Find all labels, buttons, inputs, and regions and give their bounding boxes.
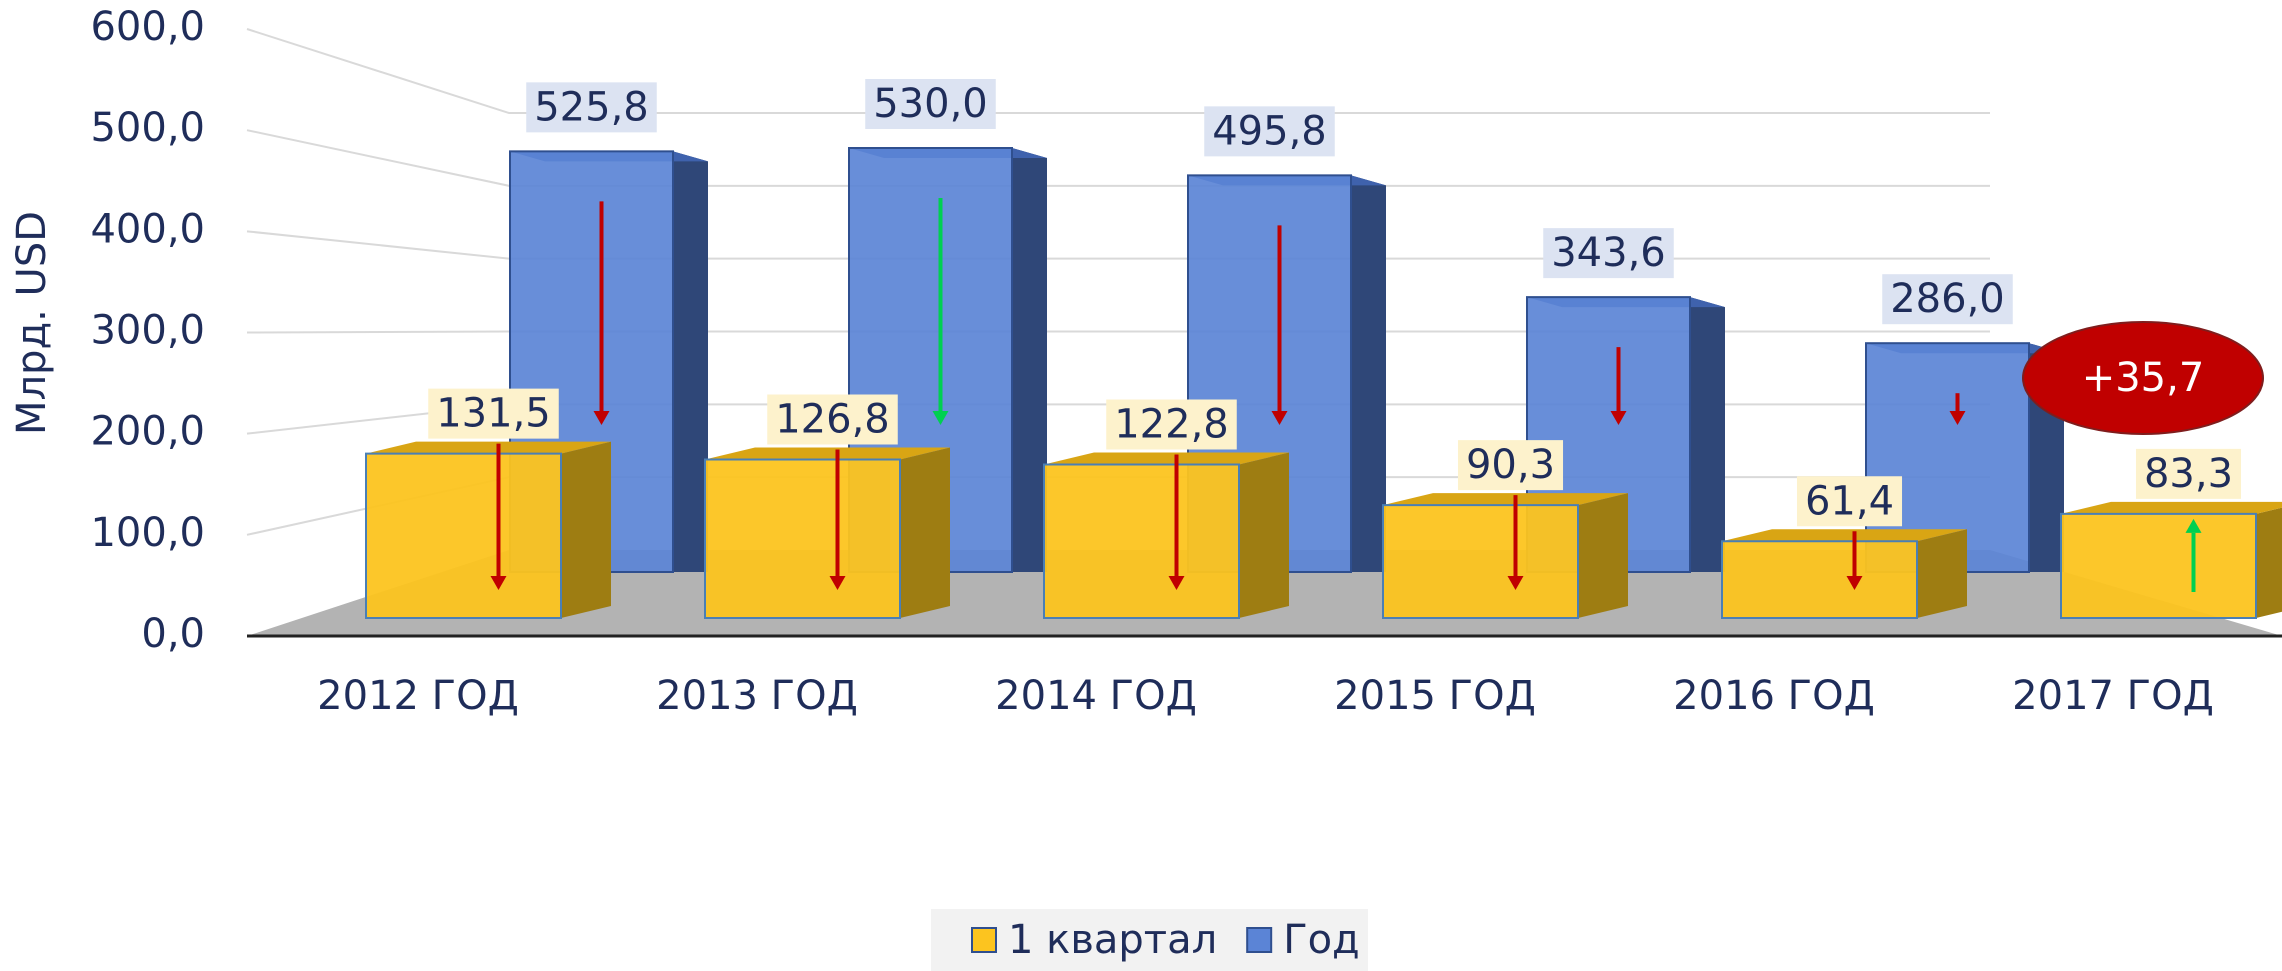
bar-top bbox=[1722, 529, 1967, 542]
y-tick-label: 300,0 bbox=[90, 308, 205, 354]
y-tick-label: 0,0 bbox=[141, 611, 205, 657]
value-label-bg bbox=[1882, 274, 2013, 325]
bar bbox=[2060, 512, 2257, 619]
y-tick-label: 400,0 bbox=[90, 206, 205, 252]
front-bars bbox=[365, 441, 2282, 619]
y-tick-label: 100,0 bbox=[90, 510, 205, 556]
y-axis-label: Млрд. USD bbox=[9, 211, 55, 435]
value-label: 343,6 bbox=[1551, 230, 1666, 276]
bar bbox=[1382, 504, 1579, 619]
bar-side bbox=[673, 151, 708, 573]
bar-side bbox=[561, 441, 611, 618]
trend-arrow-head bbox=[1846, 576, 1863, 590]
value-label-bg bbox=[526, 82, 657, 133]
legend-swatch bbox=[1246, 927, 1273, 953]
legend bbox=[931, 909, 1368, 971]
value-label-bg bbox=[1543, 228, 1674, 279]
value-label: 90,3 bbox=[1466, 442, 1555, 488]
bar-top bbox=[2061, 501, 2282, 514]
value-label: 122,8 bbox=[1114, 402, 1229, 448]
x-tick-label: 2013 ГОД bbox=[656, 673, 858, 719]
value-label-bg bbox=[1106, 399, 1237, 450]
y-tick-label: 600,0 bbox=[90, 4, 205, 50]
trend-arrow-head bbox=[490, 576, 507, 590]
grid-line bbox=[246, 330, 1990, 334]
x-tick-label: 2016 ГОД bbox=[1673, 673, 1875, 719]
bar-top bbox=[1044, 452, 1289, 465]
grid-line bbox=[246, 230, 1990, 260]
bar-side bbox=[2256, 507, 2282, 618]
x-tick-label: 2014 ГОД bbox=[995, 673, 1197, 719]
legend-label: 1 квартал bbox=[1008, 917, 1217, 963]
bar-side bbox=[1351, 175, 1386, 573]
bar bbox=[1043, 463, 1240, 619]
trend-arrow-head bbox=[2185, 518, 2202, 533]
value-label: 131,5 bbox=[436, 391, 551, 437]
x-tick-label: 2015 ГОД bbox=[1334, 673, 1536, 719]
value-label: 495,8 bbox=[1212, 108, 1327, 154]
bar-side bbox=[1012, 148, 1047, 572]
value-label-bg bbox=[2135, 448, 2242, 499]
bar-top bbox=[366, 441, 611, 454]
value-label-bg bbox=[428, 388, 559, 439]
bar-top bbox=[1383, 493, 1628, 506]
value-label-bg bbox=[865, 79, 996, 129]
labels: 525,8 131,5 530,0 126,8 495,8 122,8 343,6 90,3 2… bbox=[428, 79, 2242, 592]
legend-swatch bbox=[971, 927, 997, 953]
value-label-bg bbox=[1457, 440, 1564, 491]
trend-arrow-head bbox=[829, 576, 846, 590]
grid-line bbox=[246, 28, 1990, 114]
bar-top bbox=[705, 447, 950, 460]
bar-side bbox=[1239, 452, 1289, 618]
trend-arrow-head bbox=[1949, 411, 1966, 425]
bar-side bbox=[1578, 493, 1628, 618]
value-label: 286,0 bbox=[1890, 276, 2005, 322]
y-tick-label: 200,0 bbox=[90, 409, 205, 455]
value-label: 61,4 bbox=[1805, 478, 1894, 524]
x-tick-label: 2017 ГОД bbox=[2012, 673, 2214, 719]
annotation: +35,7 bbox=[2082, 355, 2205, 401]
trend-arrow-head bbox=[1168, 576, 1185, 590]
bar-side bbox=[900, 447, 950, 618]
bar bbox=[1721, 540, 1918, 619]
bar bbox=[704, 458, 901, 619]
trend-arrow-head bbox=[1610, 411, 1627, 425]
bar-side bbox=[1917, 529, 1967, 618]
value-label-bg bbox=[767, 394, 898, 445]
annotation-bubble bbox=[2022, 321, 2264, 435]
value-label-bg bbox=[1796, 476, 1903, 527]
trend-arrow-head bbox=[593, 411, 610, 425]
x-tick-label: 2012 ГОД bbox=[317, 673, 519, 719]
value-label: 83,3 bbox=[2144, 451, 2233, 497]
value-label: 525,8 bbox=[534, 84, 649, 130]
trend-arrow-head bbox=[1507, 576, 1524, 590]
value-label-bg bbox=[1204, 106, 1335, 157]
y-tick-label: 500,0 bbox=[90, 105, 205, 151]
value-label: 126,8 bbox=[775, 397, 890, 443]
grid-line bbox=[246, 129, 1990, 187]
trend-arrow-head bbox=[932, 411, 949, 425]
value-label: 530,0 bbox=[873, 81, 988, 127]
trend-arrow-head bbox=[1271, 411, 1288, 425]
legend-label: Год bbox=[1283, 917, 1360, 963]
bar bbox=[365, 452, 562, 619]
bar-side bbox=[1690, 297, 1725, 572]
